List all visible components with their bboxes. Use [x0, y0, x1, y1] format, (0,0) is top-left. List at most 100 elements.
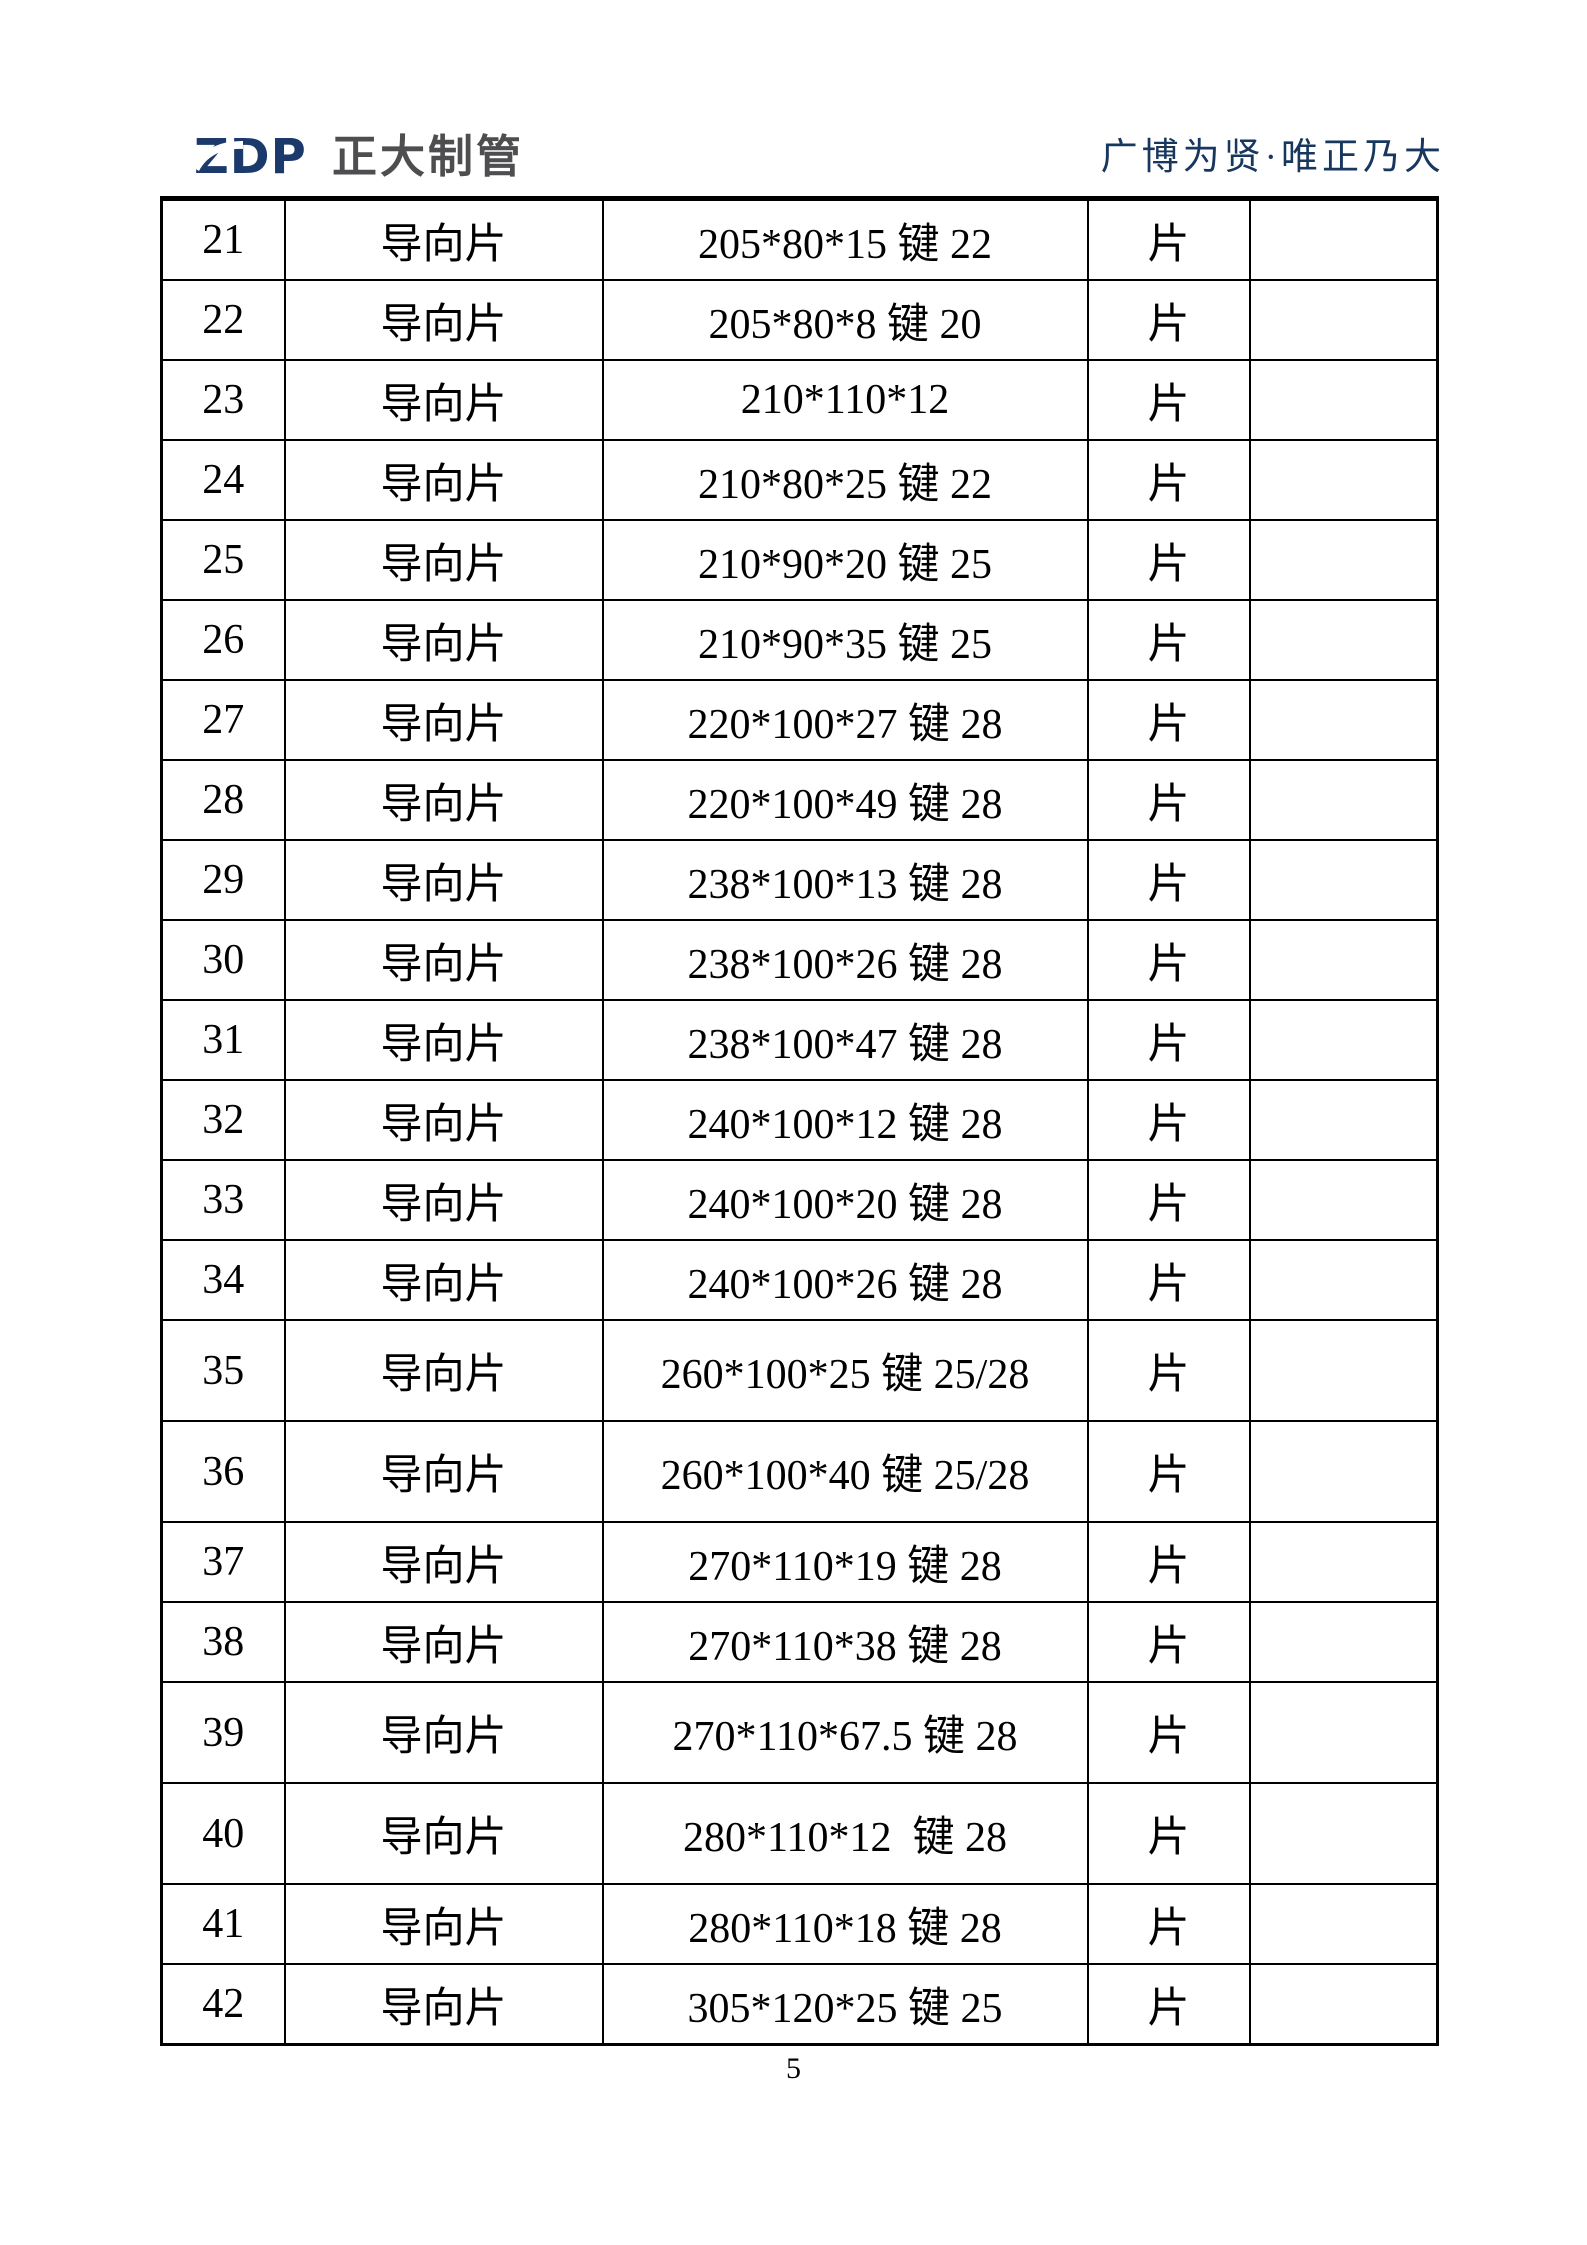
item-name: 导向片 [283, 1420, 604, 1523]
item-spec: 260*100*25 键 25/28 [601, 1319, 1089, 1422]
item-name: 导向片 [283, 439, 604, 521]
table-row: 26 导向片 210*90*35 键 25 片 [160, 599, 1439, 681]
item-spec: 210*110*12 [601, 359, 1089, 441]
item-unit: 片 [1086, 1521, 1251, 1603]
item-note [1248, 1420, 1439, 1523]
item-name: 导向片 [283, 999, 604, 1081]
row-number: 37 [160, 1521, 286, 1603]
company-name: 正大制管 [332, 129, 525, 183]
table-row: 33 导向片 240*100*20 键 28 片 [160, 1159, 1439, 1241]
item-spec: 205*80*15 键 22 [601, 197, 1089, 281]
table-row: 35 导向片 260*100*25 键 25/28 片 [160, 1319, 1439, 1422]
item-note [1248, 599, 1439, 681]
company-slogan: 广博为贤·唯正乃大 [1100, 137, 1445, 178]
item-unit: 片 [1086, 1159, 1251, 1241]
item-unit: 片 [1086, 359, 1251, 441]
item-unit: 片 [1086, 759, 1251, 841]
item-unit: 片 [1086, 1079, 1251, 1161]
item-spec: 270*110*67.5 键 28 [601, 1681, 1089, 1784]
item-spec: 210*90*35 键 25 [601, 599, 1089, 681]
zdp-logo-text: ZDP [194, 131, 307, 181]
row-number: 21 [160, 197, 286, 281]
item-name: 导向片 [283, 197, 604, 281]
item-note [1248, 1521, 1439, 1603]
table-row: 30 导向片 238*100*26 键 28 片 [160, 919, 1439, 1001]
item-unit: 片 [1086, 1601, 1251, 1683]
zdp-logo-icon: ZDP [194, 131, 307, 181]
table-row: 37 导向片 270*110*19 键 28 片 [160, 1521, 1439, 1603]
item-spec: 240*100*26 键 28 [601, 1239, 1089, 1321]
item-unit: 片 [1086, 1883, 1251, 1965]
row-number: 40 [160, 1782, 286, 1885]
row-number: 27 [160, 679, 286, 761]
item-name: 导向片 [283, 1782, 604, 1885]
item-note [1248, 1159, 1439, 1241]
item-note [1248, 1601, 1439, 1683]
item-note [1248, 1079, 1439, 1161]
item-spec: 240*100*12 键 28 [601, 1079, 1089, 1161]
row-number: 29 [160, 839, 286, 921]
item-unit: 片 [1086, 1782, 1251, 1885]
item-spec: 210*80*25 键 22 [601, 439, 1089, 521]
item-name: 导向片 [283, 279, 604, 361]
item-unit: 片 [1086, 439, 1251, 521]
item-name: 导向片 [283, 359, 604, 441]
table-row: 21 导向片 205*80*15 键 22 片 [160, 197, 1439, 281]
table-row: 27 导向片 220*100*27 键 28 片 [160, 679, 1439, 761]
item-unit: 片 [1086, 599, 1251, 681]
table-row: 29 导向片 238*100*13 键 28 片 [160, 839, 1439, 921]
item-unit: 片 [1086, 1681, 1251, 1784]
item-note [1248, 1319, 1439, 1422]
row-number: 33 [160, 1159, 286, 1241]
row-number: 38 [160, 1601, 286, 1683]
row-number: 22 [160, 279, 286, 361]
item-name: 导向片 [283, 599, 604, 681]
item-unit: 片 [1086, 1420, 1251, 1523]
item-note [1248, 1681, 1439, 1784]
item-unit: 片 [1086, 1319, 1251, 1422]
row-number: 39 [160, 1681, 286, 1784]
company-logo: ZDP 正大制管 [194, 130, 524, 182]
item-spec: 238*100*26 键 28 [601, 919, 1089, 1001]
row-number: 23 [160, 359, 286, 441]
item-name: 导向片 [283, 1239, 604, 1321]
item-unit: 片 [1086, 519, 1251, 601]
item-spec: 240*100*20 键 28 [601, 1159, 1089, 1241]
item-spec: 210*90*20 键 25 [601, 519, 1089, 601]
item-spec: 270*110*19 键 28 [601, 1521, 1089, 1603]
item-name: 导向片 [283, 1963, 604, 2046]
logo-swoosh-icon [194, 141, 243, 171]
item-name: 导向片 [283, 1601, 604, 1683]
row-number: 34 [160, 1239, 286, 1321]
item-name: 导向片 [283, 759, 604, 841]
row-number: 36 [160, 1420, 286, 1523]
table-row: 42 导向片 305*120*25 键 25 片 [160, 1963, 1439, 2046]
item-name: 导向片 [283, 919, 604, 1001]
table-row: 23 导向片 210*110*12 片 [160, 359, 1439, 441]
table-row: 22 导向片 205*80*8 键 20 片 [160, 279, 1439, 361]
row-number: 30 [160, 919, 286, 1001]
item-name: 导向片 [283, 1079, 604, 1161]
table-row: 28 导向片 220*100*49 键 28 片 [160, 759, 1439, 841]
item-unit: 片 [1086, 679, 1251, 761]
item-note [1248, 999, 1439, 1081]
item-name: 导向片 [283, 1681, 604, 1784]
item-note [1248, 1239, 1439, 1321]
item-spec: 238*100*13 键 28 [601, 839, 1089, 921]
item-note [1248, 839, 1439, 921]
table-row: 36 导向片 260*100*40 键 25/28 片 [160, 1420, 1439, 1523]
item-name: 导向片 [283, 679, 604, 761]
item-note [1248, 1883, 1439, 1965]
item-name: 导向片 [283, 1319, 604, 1422]
row-number: 24 [160, 439, 286, 521]
row-number: 26 [160, 599, 286, 681]
table-row: 34 导向片 240*100*26 键 28 片 [160, 1239, 1439, 1321]
item-note [1248, 759, 1439, 841]
item-note [1248, 1782, 1439, 1885]
item-spec: 270*110*38 键 28 [601, 1601, 1089, 1683]
item-unit: 片 [1086, 1963, 1251, 2046]
item-name: 导向片 [283, 1521, 604, 1603]
row-number: 41 [160, 1883, 286, 1965]
row-number: 25 [160, 519, 286, 601]
